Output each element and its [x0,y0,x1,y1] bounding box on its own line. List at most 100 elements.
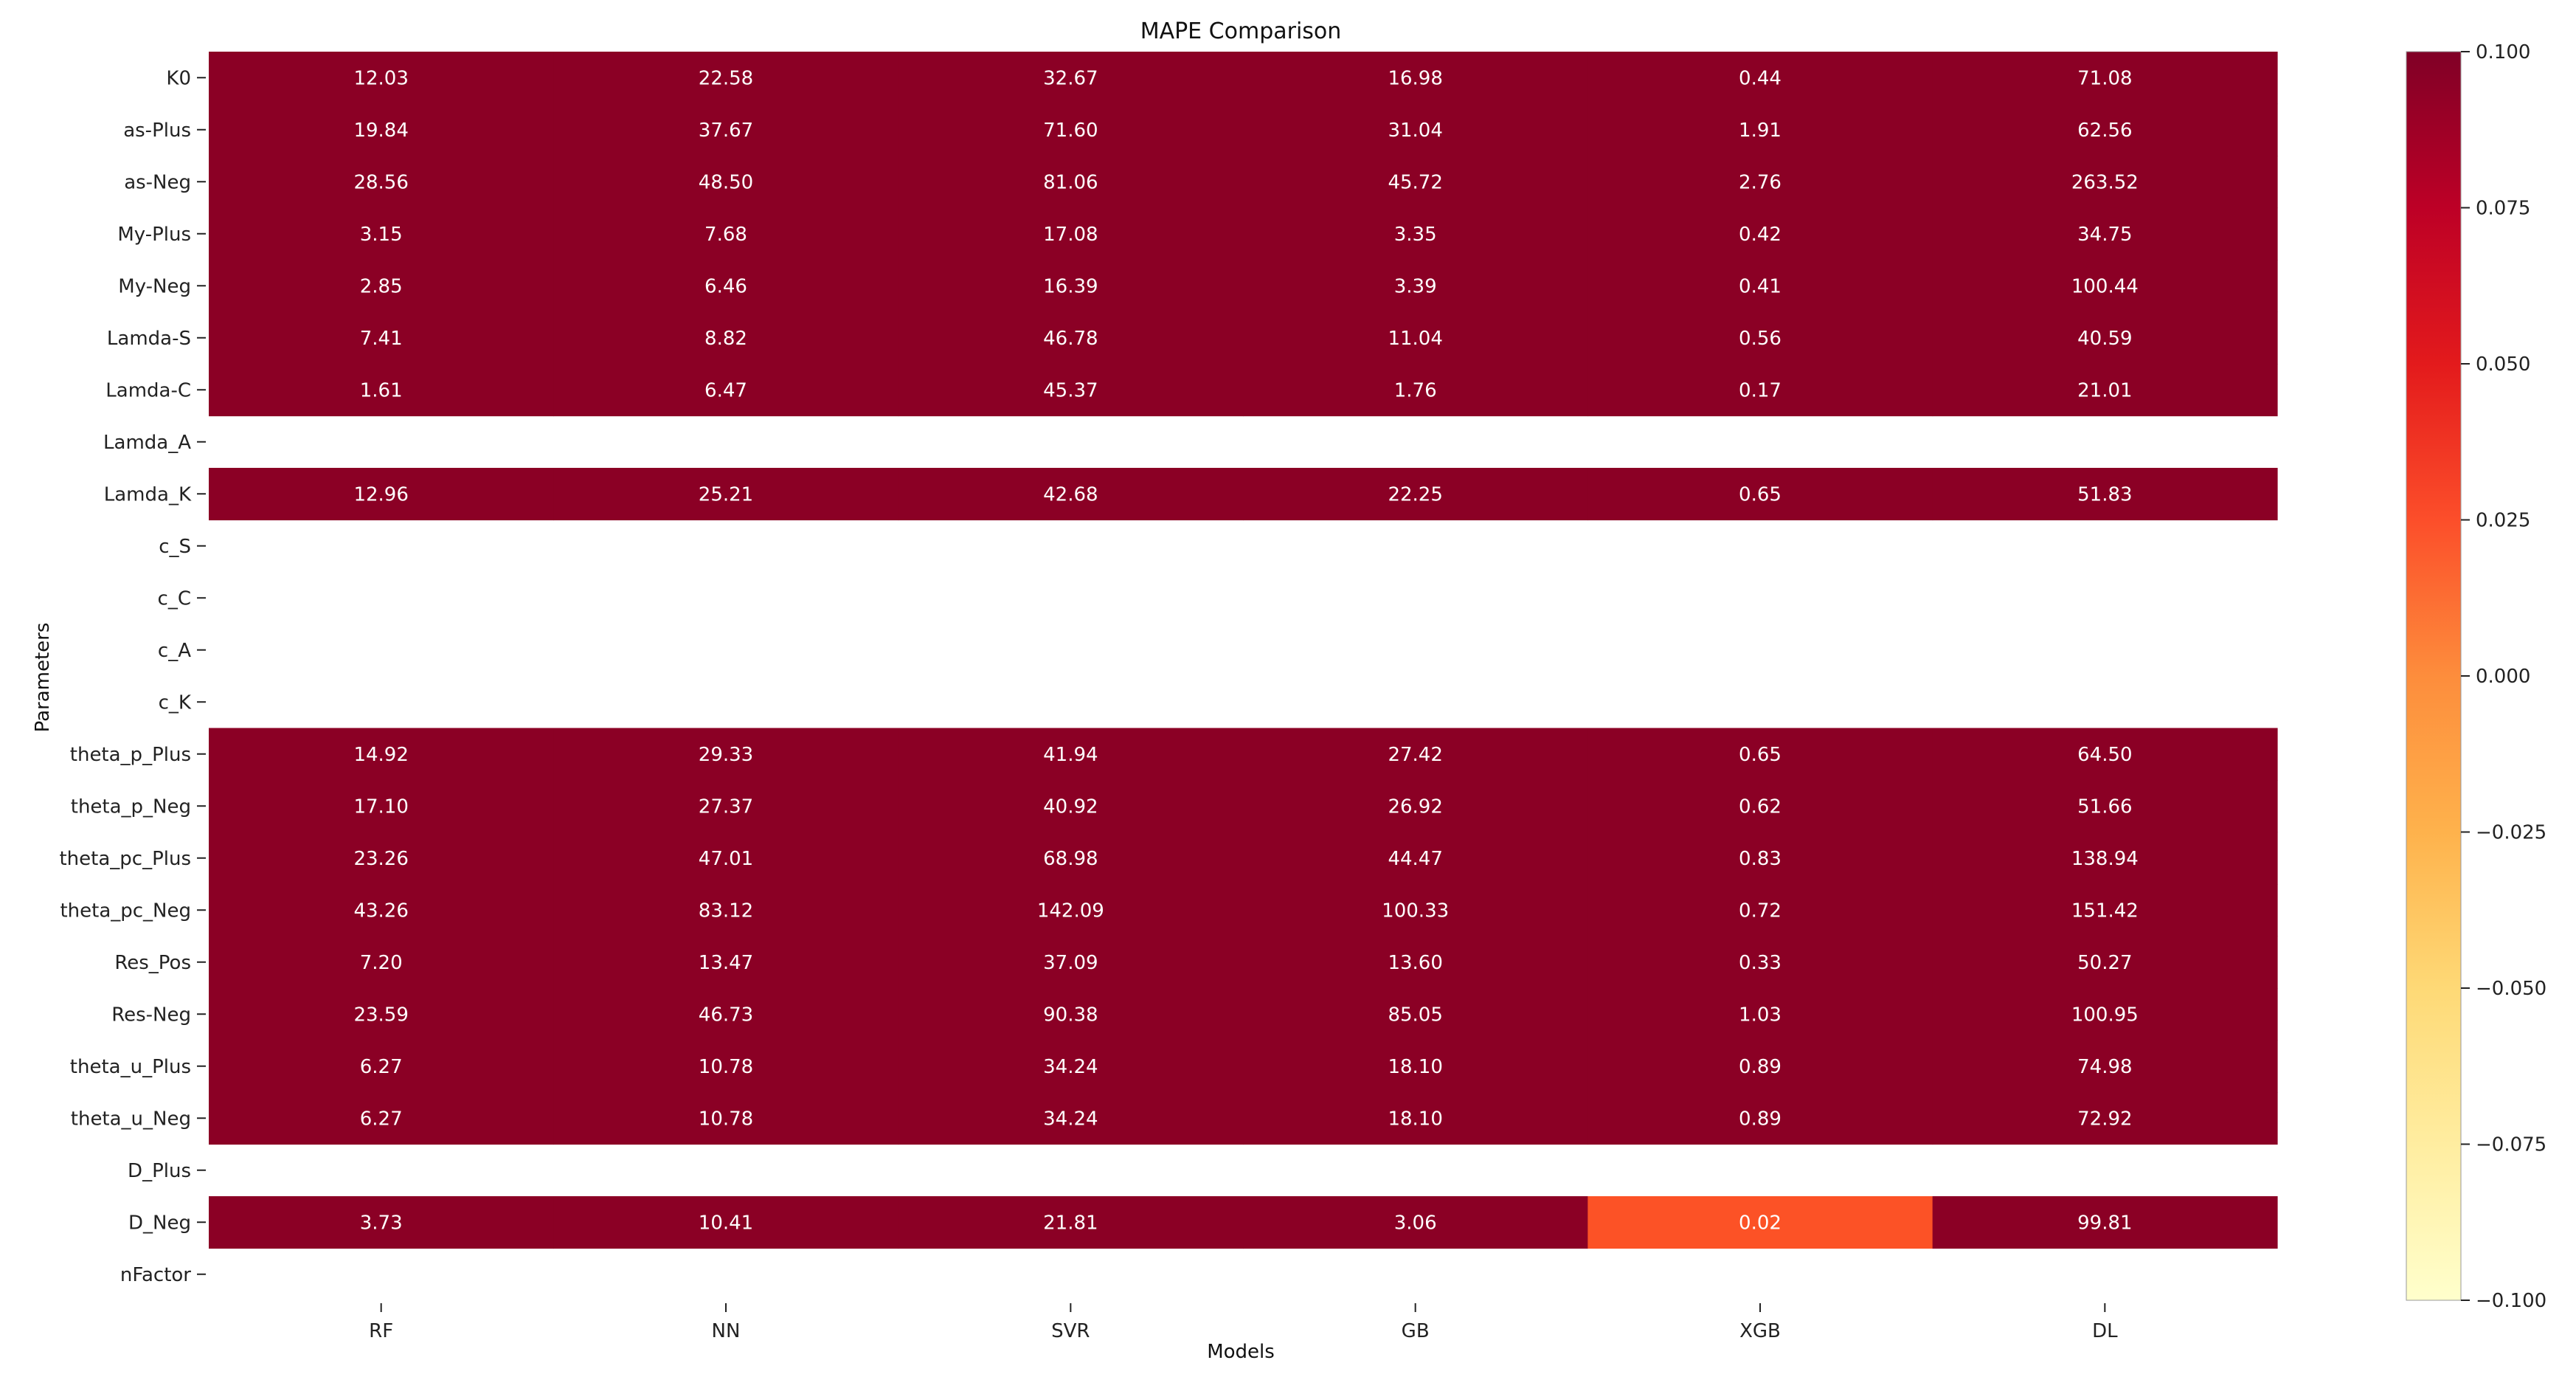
cell-value-label: 0.62 [1739,796,1782,818]
cell-value-label: 22.58 [699,67,753,89]
heatmap-cell [209,728,554,781]
colorbar-tick-label: 0.100 [2476,41,2530,63]
cell-value-label: 45.37 [1043,379,1098,401]
row-tick-label: c_C [158,587,191,610]
colorbar-tick-label: 0.050 [2476,353,2530,376]
cell-value-label: 25.21 [699,483,753,505]
cell-value-label: 6.27 [360,1056,403,1078]
heatmap-cell [1588,884,1933,937]
cell-value-label: 0.65 [1739,483,1782,505]
heatmap-cell [1932,207,2278,260]
cell-value-label: 81.06 [1043,171,1098,193]
heatmap-cell [553,1092,899,1145]
heatmap-cell [1932,780,2278,833]
heatmap-cell [898,311,1244,365]
heatmap-cell [1243,988,1588,1041]
row-tick-label: K0 [166,67,191,89]
cell-value-label: 26.92 [1388,796,1442,818]
cell-value-label: 23.59 [353,1004,408,1026]
column-tick-label: NN [712,1320,741,1342]
heatmap-cell [1932,832,2278,885]
cell-value-label: 51.83 [2077,483,2132,505]
column-tick-label: RF [369,1320,393,1342]
row-tick-label: theta_p_Plus [70,744,191,766]
cell-value-label: 44.47 [1388,848,1442,870]
cell-value-label: 7.41 [360,328,403,350]
column-tick-label: DL [2092,1320,2118,1342]
heatmap-cell [553,780,899,833]
heatmap-cell [1243,364,1588,417]
colorbar-tick-label: −0.025 [2476,822,2546,844]
heatmap-cell [1243,936,1588,989]
row-tick-label: nFactor [120,1264,191,1286]
cell-value-label: 47.01 [699,848,753,870]
row-tick-label: My-Plus [117,224,191,246]
heatmap-cell [209,468,554,521]
heatmap-cell [1243,52,1588,105]
cell-value-label: 16.98 [1388,67,1442,89]
row-tick-label: c_K [159,691,192,714]
cell-value-label: 12.96 [353,483,408,505]
heatmap-cell [553,832,899,885]
x-axis-title: Models [1207,1341,1275,1363]
heatmap-cell [898,156,1244,209]
cell-value-label: 31.04 [1388,120,1442,142]
row-tick-label: as-Plus [123,120,191,142]
heatmap-cell [898,207,1244,260]
heatmap-cell [553,468,899,521]
cell-value-label: 0.56 [1739,328,1782,350]
heatmap-cell [898,468,1244,521]
cell-value-label: 100.33 [1382,900,1449,922]
cell-value-label: 13.47 [699,952,753,974]
heatmap-cell [1243,780,1588,833]
heatmap-cell [1588,936,1933,989]
heatmap-cell [1932,1040,2278,1093]
heatmap-cell [1243,832,1588,885]
cell-value-label: 6.27 [360,1108,403,1130]
cell-value-label: 51.66 [2077,796,2132,818]
cell-value-label: 138.94 [2071,848,2139,870]
heatmap-cell [898,364,1244,417]
heatmap-cell [209,988,554,1041]
heatmap-cell [1932,364,2278,417]
heatmap-cell [1932,260,2278,313]
cell-value-label: 1.61 [360,379,403,401]
cell-value-label: 3.39 [1394,275,1437,297]
colorbar: 0.100 0.075 0.050 0.025 0.000 −0.025 −0.050 −0.… [2406,41,2546,1312]
row-tick-label: Lamda_K [104,483,192,505]
cell-value-label: 1.03 [1739,1004,1782,1026]
heatmap-cell [209,311,554,365]
colorbar-tick-label: −0.100 [2476,1290,2546,1312]
row-tick-label: Lamda-S [107,328,191,350]
cell-value-label: 34.24 [1043,1108,1098,1130]
cell-value-label: 37.67 [699,120,753,142]
cell-value-label: 83.12 [699,900,753,922]
heatmap-cell [1588,1040,1933,1093]
heatmap-cell [553,207,899,260]
cell-value-label: 0.33 [1739,952,1782,974]
row-tick-label: theta_u_Neg [71,1108,191,1130]
cell-value-label: 41.94 [1043,744,1098,766]
row-tick-label: c_S [159,536,191,558]
cell-value-label: 100.95 [2071,1004,2139,1026]
colorbar-tick-label: 0.025 [2476,510,2530,532]
cell-value-label: 1.76 [1394,379,1437,401]
heatmap-cell [209,1092,554,1145]
row-tick-label: c_A [158,640,191,662]
row-tick-label: Res_Pos [114,952,191,974]
cell-value-label: 64.50 [2077,744,2132,766]
heatmap-cell [553,260,899,313]
cell-value-label: 151.42 [2071,900,2139,922]
heatmap-cell [1932,156,2278,209]
cell-value-label: 7.20 [360,952,403,974]
cell-value-label: 17.10 [353,796,408,818]
heatmap-cell [898,103,1244,156]
heatmap-cell [898,780,1244,833]
cell-value-label: 19.84 [353,120,408,142]
row-tick-label: theta_pc_Neg [60,900,191,922]
heatmap-cell [898,1092,1244,1145]
heatmap-cell [898,52,1244,105]
cell-value-label: 3.15 [360,224,403,246]
heatmap-cell [209,936,554,989]
